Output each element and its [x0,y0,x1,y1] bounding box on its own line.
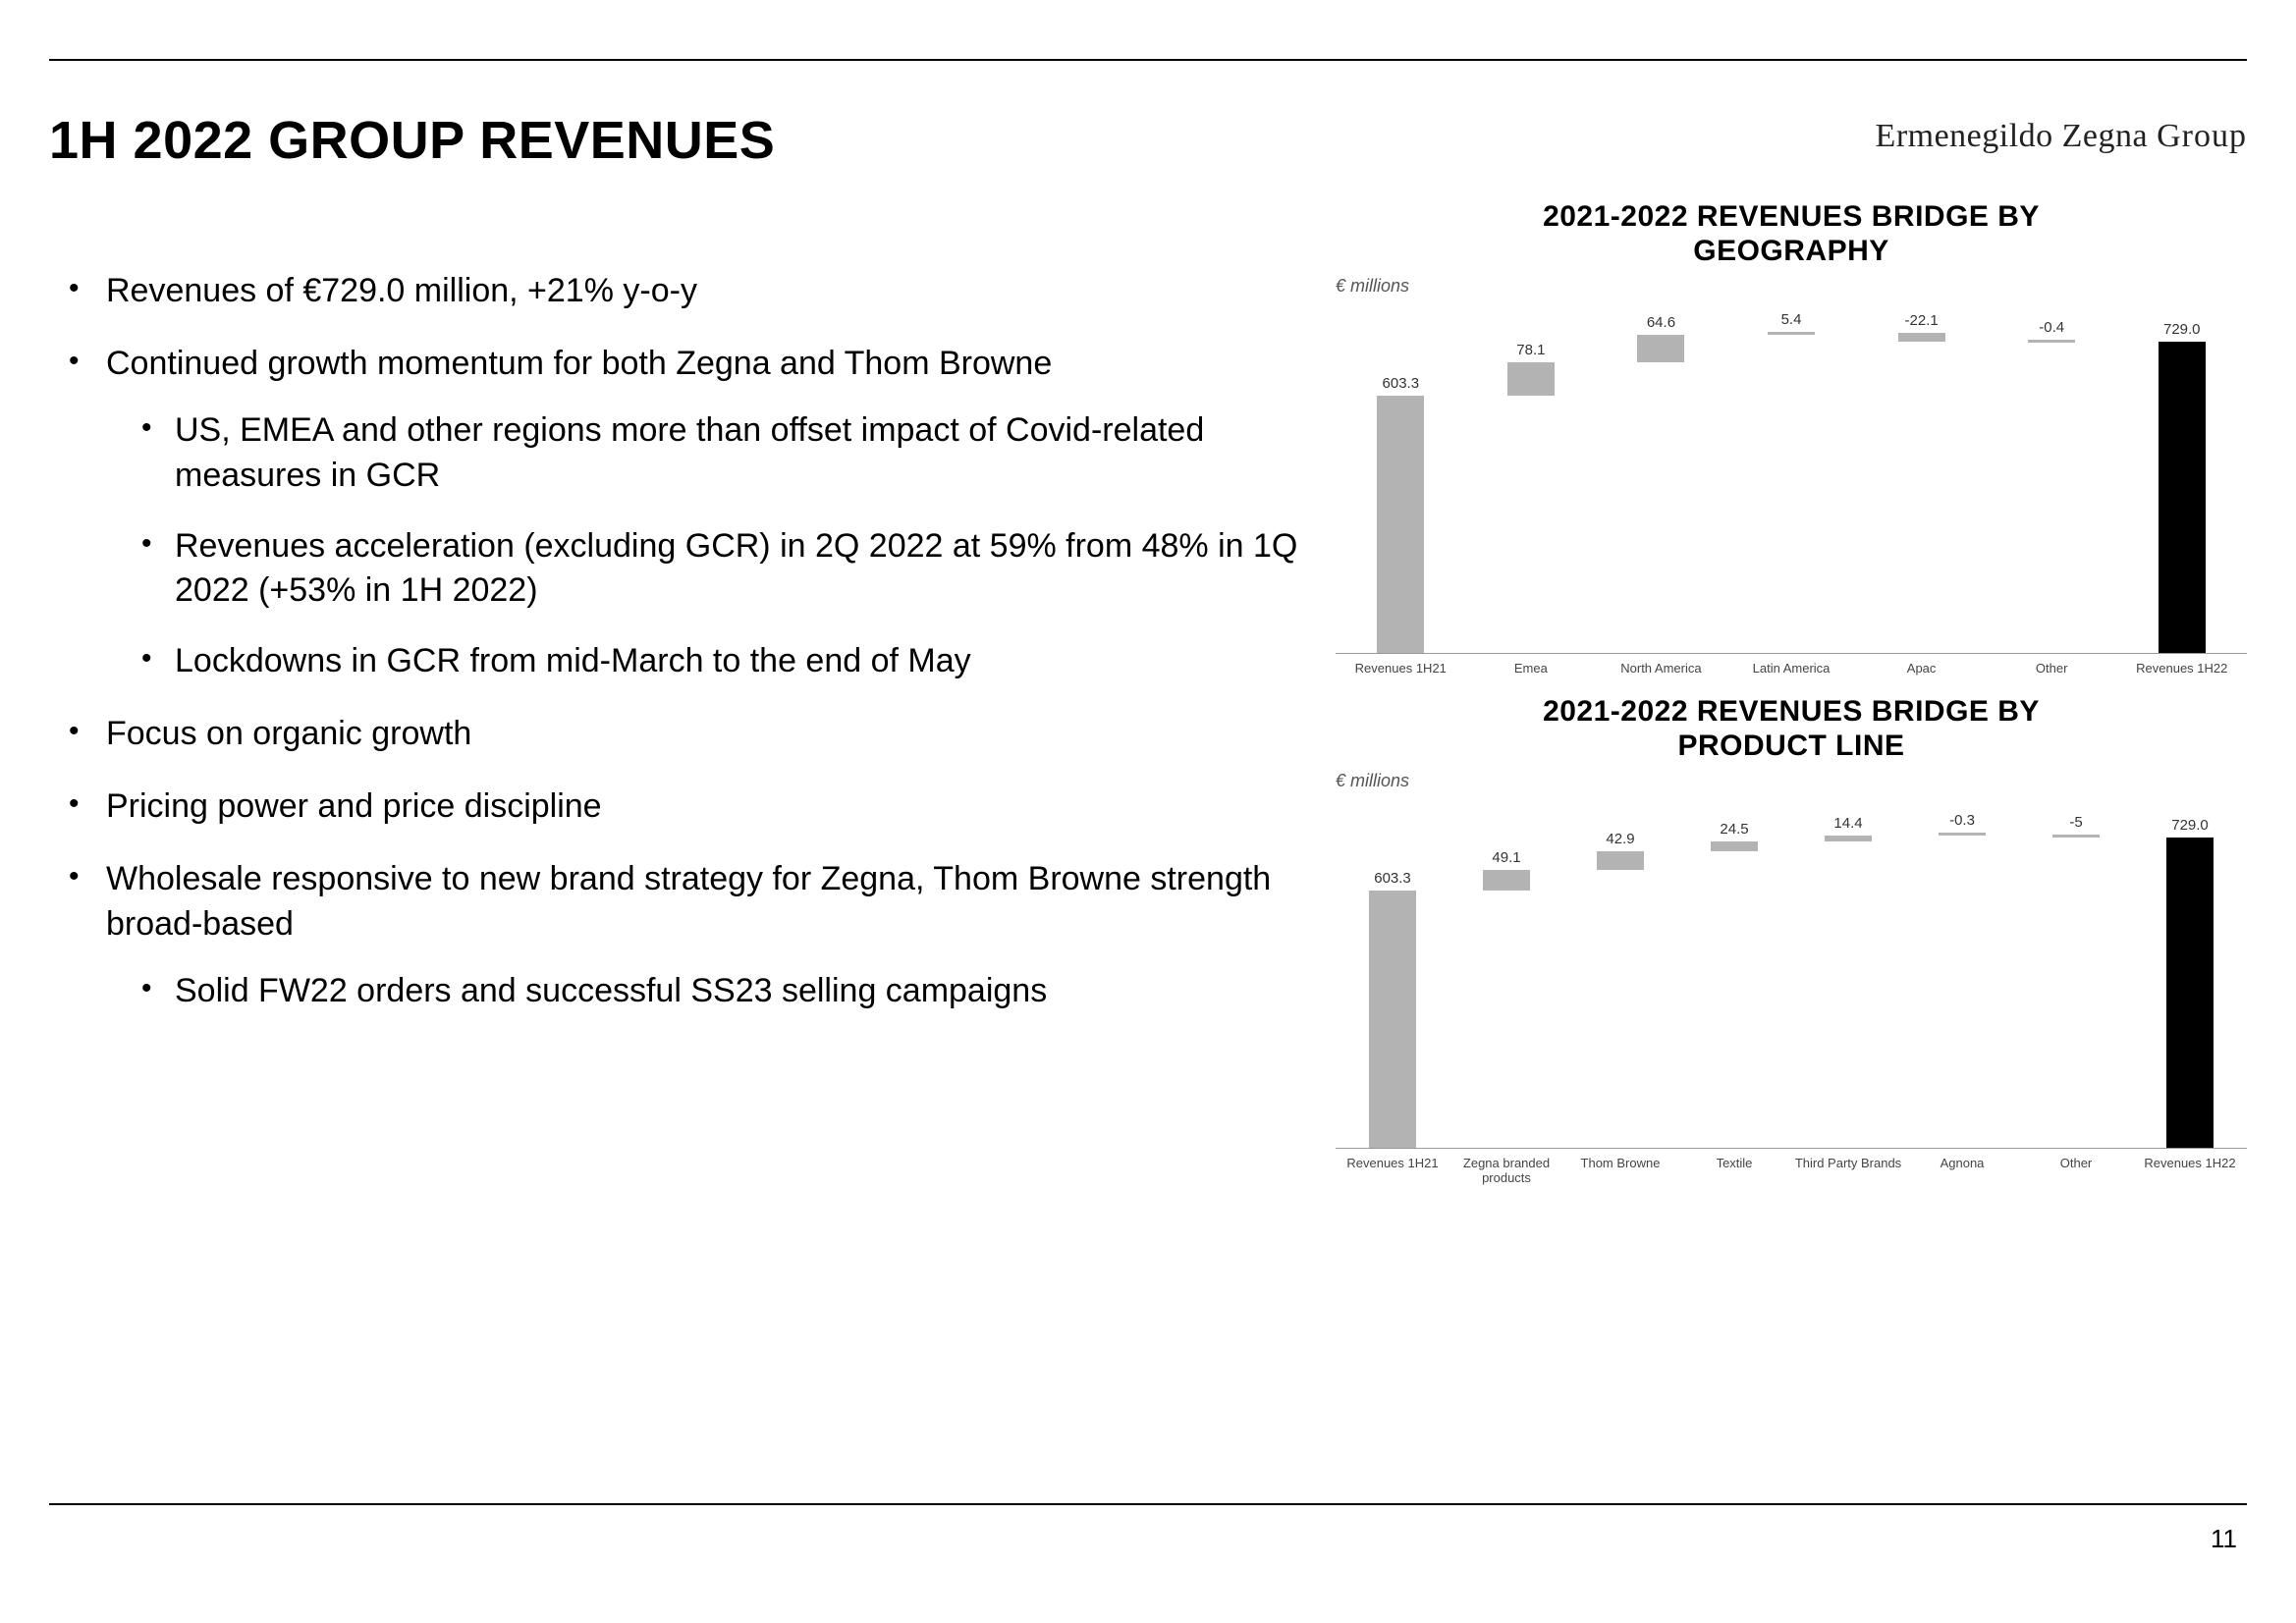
waterfall-xlabel: Revenues 1H21 [1336,662,1466,676]
waterfall-bar [1507,362,1555,396]
waterfall-value: 5.4 [1781,311,1802,328]
chart-prod-title-l1: 2021-2022 REVENUES BRIDGE BY [1543,695,2040,728]
chart-geo-title-l2: GEOGRAPHY [1693,235,1889,267]
content-row: Revenues of €729.0 million, +21% y-o-y C… [49,200,2247,1205]
waterfall-bar [1768,332,1815,335]
chart-prod-title-l2: PRODUCT LINE [1678,730,1905,762]
top-rule [49,59,2247,61]
slide-title: 1H 2022 GROUP REVENUES [49,110,775,171]
sub-lockdowns: Lockdowns in GCR from mid-March to the e… [106,639,1306,684]
waterfall-col: 49.1 [1449,825,1563,1148]
bottom-rule [49,1503,2247,1505]
waterfall-col: 14.4 [1791,825,1905,1148]
waterfall-col: -0.3 [1905,825,2019,1148]
bullet-organic: Focus on organic growth [49,712,1306,757]
waterfall-bar [1377,396,1424,653]
waterfall-bar [2159,342,2206,653]
waterfall-xlabel: Textile [1677,1157,1791,1185]
waterfall-value: -0.4 [2039,319,2064,336]
waterfall-value: -5 [2069,814,2082,831]
chart-geography: 2021-2022 REVENUES BRIDGE BY GEOGRAPHY €… [1336,200,2247,676]
brand-logo: Ermenegildo Zegna Group [1876,118,2247,155]
waterfall-value: 64.6 [1647,314,1675,331]
waterfall-bar [1597,851,1644,870]
waterfall-col: 603.3 [1336,825,1449,1148]
header-row: 1H 2022 GROUP REVENUES Ermenegildo Zegna… [49,110,2247,171]
bullet-pricing: Pricing power and price discipline [49,784,1306,830]
waterfall-xlabel: Revenues 1H22 [2133,1157,2247,1185]
waterfall-bar [2028,340,2075,343]
waterfall-bar [1711,841,1758,852]
waterfall-value: 603.3 [1383,375,1420,392]
waterfall-bar [2052,835,2100,838]
chart-geo-title: 2021-2022 REVENUES BRIDGE BY GEOGRAPHY [1336,200,2247,268]
waterfall-xlabel: Third Party Brands [1791,1157,1905,1185]
waterfall-col: 42.9 [1563,825,1677,1148]
sub-acceleration: Revenues acceleration (excluding GCR) in… [106,524,1306,615]
waterfall-xlabel: Other [2019,1157,2133,1185]
waterfall-col: -22.1 [1856,330,1987,653]
sub-us-emea: US, EMEA and other regions more than off… [106,408,1306,499]
waterfall-bar [1483,870,1530,891]
waterfall-col: -0.4 [1987,330,2117,653]
waterfall-bar [1825,836,1872,841]
waterfall-xlabel: Revenues 1H22 [2116,662,2247,676]
sub-fw22: Solid FW22 orders and successful SS23 se… [106,969,1306,1014]
waterfall-bar [2166,838,2214,1149]
waterfall-value: 603.3 [1374,870,1411,887]
waterfall-xlabel: Agnona [1905,1157,2019,1185]
waterfall-value: 24.5 [1720,821,1748,838]
charts-column: 2021-2022 REVENUES BRIDGE BY GEOGRAPHY €… [1336,200,2247,1205]
waterfall-xlabel: Thom Browne [1563,1157,1677,1185]
waterfall-col: 78.1 [1466,330,1597,653]
waterfall-bar [1369,891,1416,1148]
chart-product: 2021-2022 REVENUES BRIDGE BY PRODUCT LIN… [1336,695,2247,1185]
waterfall-col: -5 [2019,825,2133,1148]
bullet-wholesale: Wholesale responsive to new brand strate… [49,857,1306,1014]
waterfall-xlabel: North America [1596,662,1726,676]
bullet-growth-text: Continued growth momentum for both Zegna… [106,345,1052,382]
chart-prod-title: 2021-2022 REVENUES BRIDGE BY PRODUCT LIN… [1336,695,2247,763]
waterfall-prod: 603.349.142.924.514.4-0.3-5729.0 [1336,795,2247,1149]
brand-sub: Group [2157,118,2247,154]
waterfall-geo: 603.378.164.65.4-22.1-0.4729.0 [1336,300,2247,654]
bullets-column: Revenues of €729.0 million, +21% y-o-y C… [49,200,1306,1205]
waterfall-col: 729.0 [2133,825,2247,1148]
waterfall-xlabel: Revenues 1H21 [1336,1157,1449,1185]
bullet-wholesale-text: Wholesale responsive to new brand strate… [106,860,1271,943]
waterfall-col: 5.4 [1726,330,1857,653]
waterfall-value: 78.1 [1516,342,1545,358]
waterfall-value: 729.0 [2171,817,2209,834]
chart-geo-title-l1: 2021-2022 REVENUES BRIDGE BY [1543,200,2040,233]
waterfall-bar [1939,833,1986,836]
waterfall-col: 64.6 [1596,330,1726,653]
waterfall-value: 42.9 [1606,831,1634,847]
waterfall-col: 729.0 [2116,330,2247,653]
waterfall-geo-xlabels: Revenues 1H21EmeaNorth AmericaLatin Amer… [1336,662,2247,676]
waterfall-col: 603.3 [1336,330,1466,653]
waterfall-xlabel: Other [1987,662,2117,676]
bullet-revenues: Revenues of €729.0 million, +21% y-o-y [49,269,1306,314]
waterfall-value: -0.3 [1949,812,1975,829]
waterfall-value: 14.4 [1833,815,1862,832]
waterfall-xlabel: Emea [1466,662,1597,676]
waterfall-value: -22.1 [1904,312,1938,329]
chart-prod-axis: € millions [1336,771,2247,791]
waterfall-xlabel: Latin America [1726,662,1857,676]
waterfall-value: 49.1 [1492,849,1520,866]
bullet-growth: Continued growth momentum for both Zegna… [49,342,1306,684]
waterfall-xlabel: Apac [1856,662,1987,676]
waterfall-bar [1898,333,1945,343]
chart-geo-axis: € millions [1336,276,2247,297]
waterfall-xlabel: Zegna branded products [1449,1157,1563,1185]
waterfall-prod-xlabels: Revenues 1H21Zegna branded productsThom … [1336,1157,2247,1185]
waterfall-bar [1637,335,1684,362]
brand-main: Ermenegildo Zegna [1876,118,2149,154]
page-number: 11 [2211,1524,2237,1554]
waterfall-value: 729.0 [2163,321,2201,338]
waterfall-col: 24.5 [1677,825,1791,1148]
